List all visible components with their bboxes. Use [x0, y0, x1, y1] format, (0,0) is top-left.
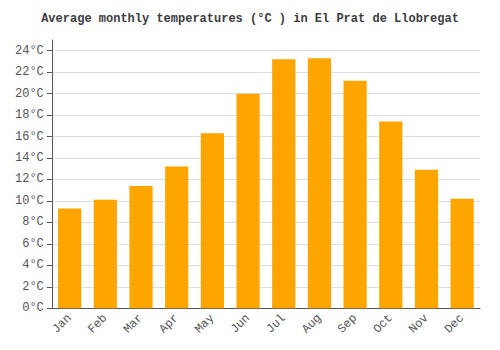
svg-text:May: May: [192, 311, 217, 336]
svg-text:4°C: 4°C: [22, 258, 44, 272]
svg-text:Sep: Sep: [335, 311, 360, 336]
svg-text:14°C: 14°C: [15, 151, 44, 165]
svg-text:Jan: Jan: [49, 311, 74, 336]
svg-text:Jun: Jun: [228, 311, 253, 336]
svg-text:6°C: 6°C: [22, 237, 44, 251]
svg-text:Aug: Aug: [299, 311, 324, 336]
svg-text:Average monthly temperatures (: Average monthly temperatures (°C ) in El…: [41, 12, 459, 26]
svg-text:Apr: Apr: [156, 311, 181, 336]
svg-text:Oct: Oct: [371, 311, 396, 336]
svg-text:22°C: 22°C: [15, 65, 44, 79]
svg-text:Nov: Nov: [406, 311, 431, 336]
svg-text:20°C: 20°C: [15, 87, 44, 101]
svg-text:Mar: Mar: [121, 311, 146, 336]
svg-text:8°C: 8°C: [22, 215, 44, 229]
svg-text:0°C: 0°C: [22, 301, 44, 315]
svg-text:24°C: 24°C: [15, 44, 44, 58]
svg-text:18°C: 18°C: [15, 108, 44, 122]
svg-text:16°C: 16°C: [15, 130, 44, 144]
svg-text:12°C: 12°C: [15, 172, 44, 186]
svg-text:10°C: 10°C: [15, 194, 44, 208]
svg-text:Dec: Dec: [442, 311, 467, 336]
svg-text:Feb: Feb: [85, 311, 110, 336]
svg-text:Jul: Jul: [264, 311, 289, 336]
svg-text:2°C: 2°C: [22, 280, 44, 294]
